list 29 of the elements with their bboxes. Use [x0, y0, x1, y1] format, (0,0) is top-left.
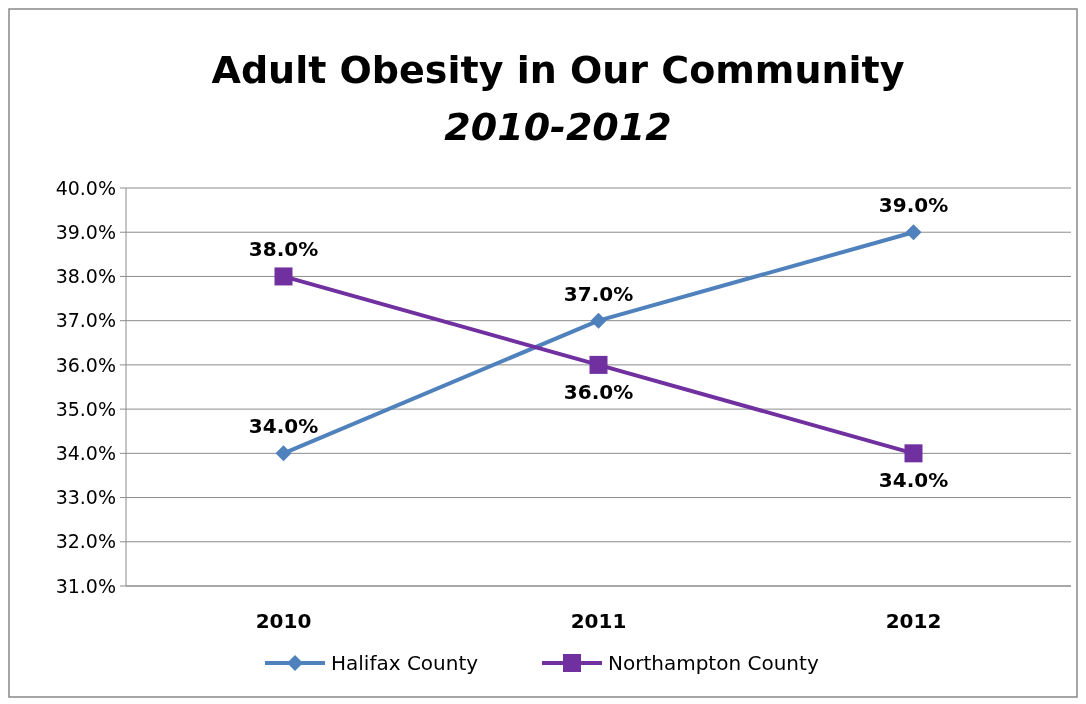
y-tick-label: 38.0%: [55, 265, 116, 288]
legend-label: Halifax County: [331, 651, 479, 675]
y-tick-label: 39.0%: [55, 220, 116, 243]
x-tick-label: 2011: [570, 609, 627, 633]
point: [275, 445, 292, 462]
x-tick-label: 2012: [885, 609, 942, 633]
legend-label: Northampton County: [608, 651, 819, 675]
y-tick-label: 33.0%: [55, 486, 116, 509]
point: [274, 267, 293, 286]
point: [590, 312, 607, 329]
point: [904, 444, 923, 463]
chart-title: Adult Obesity in Our Community: [211, 48, 905, 92]
point: [905, 224, 922, 241]
y-tick-label: 32.0%: [55, 530, 116, 553]
data-label: 37.0%: [563, 281, 634, 306]
y-tick-label: 36.0%: [55, 353, 116, 376]
y-tick-label: 40.0%: [55, 176, 116, 199]
chart-subtitle: 2010-2012: [444, 105, 672, 149]
data-label: 36.0%: [563, 379, 634, 404]
data-label: 34.0%: [878, 468, 949, 493]
data-label: 39.0%: [878, 193, 949, 218]
x-tick-label: 2010: [255, 609, 312, 633]
data-label: 38.0%: [248, 237, 319, 262]
point: [589, 355, 608, 374]
data-label: 34.0%: [248, 414, 319, 439]
y-tick-label: 35.0%: [55, 397, 116, 420]
y-tick-label: 31.0%: [55, 574, 116, 597]
y-tick-label: 37.0%: [55, 309, 116, 332]
y-tick-label: 34.0%: [55, 441, 116, 464]
